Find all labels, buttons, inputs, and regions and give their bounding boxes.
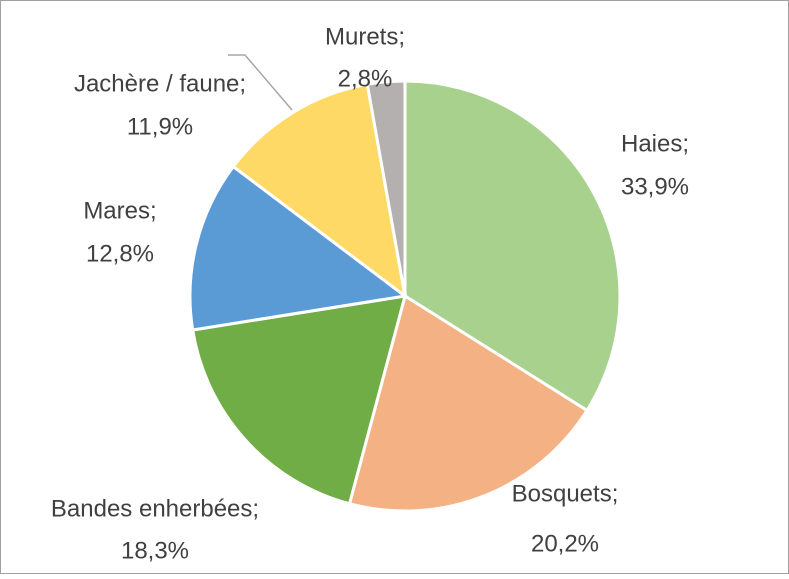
category-label: Jachère / faune; <box>74 70 246 97</box>
pie-slice <box>365 79 407 297</box>
category-label: Mares; <box>83 197 156 224</box>
leader-line <box>228 54 293 111</box>
category-label: Murets; <box>325 23 405 50</box>
pie-slice <box>188 164 409 332</box>
value-label: 20,2% <box>531 530 599 557</box>
value-label: 12,8% <box>86 240 154 267</box>
category-label: Bandes enherbées; <box>51 495 259 522</box>
category-label: Bosquets; <box>512 480 619 507</box>
category-label: Haies; <box>621 130 689 157</box>
value-label: 11,9% <box>127 113 193 140</box>
pie-slice <box>347 293 590 513</box>
pie-slice <box>190 294 408 506</box>
pie-slice <box>231 82 408 300</box>
value-label: 33,9% <box>621 173 689 200</box>
value-label: 2,8% <box>338 65 393 92</box>
value-label: 18,3% <box>121 537 189 564</box>
